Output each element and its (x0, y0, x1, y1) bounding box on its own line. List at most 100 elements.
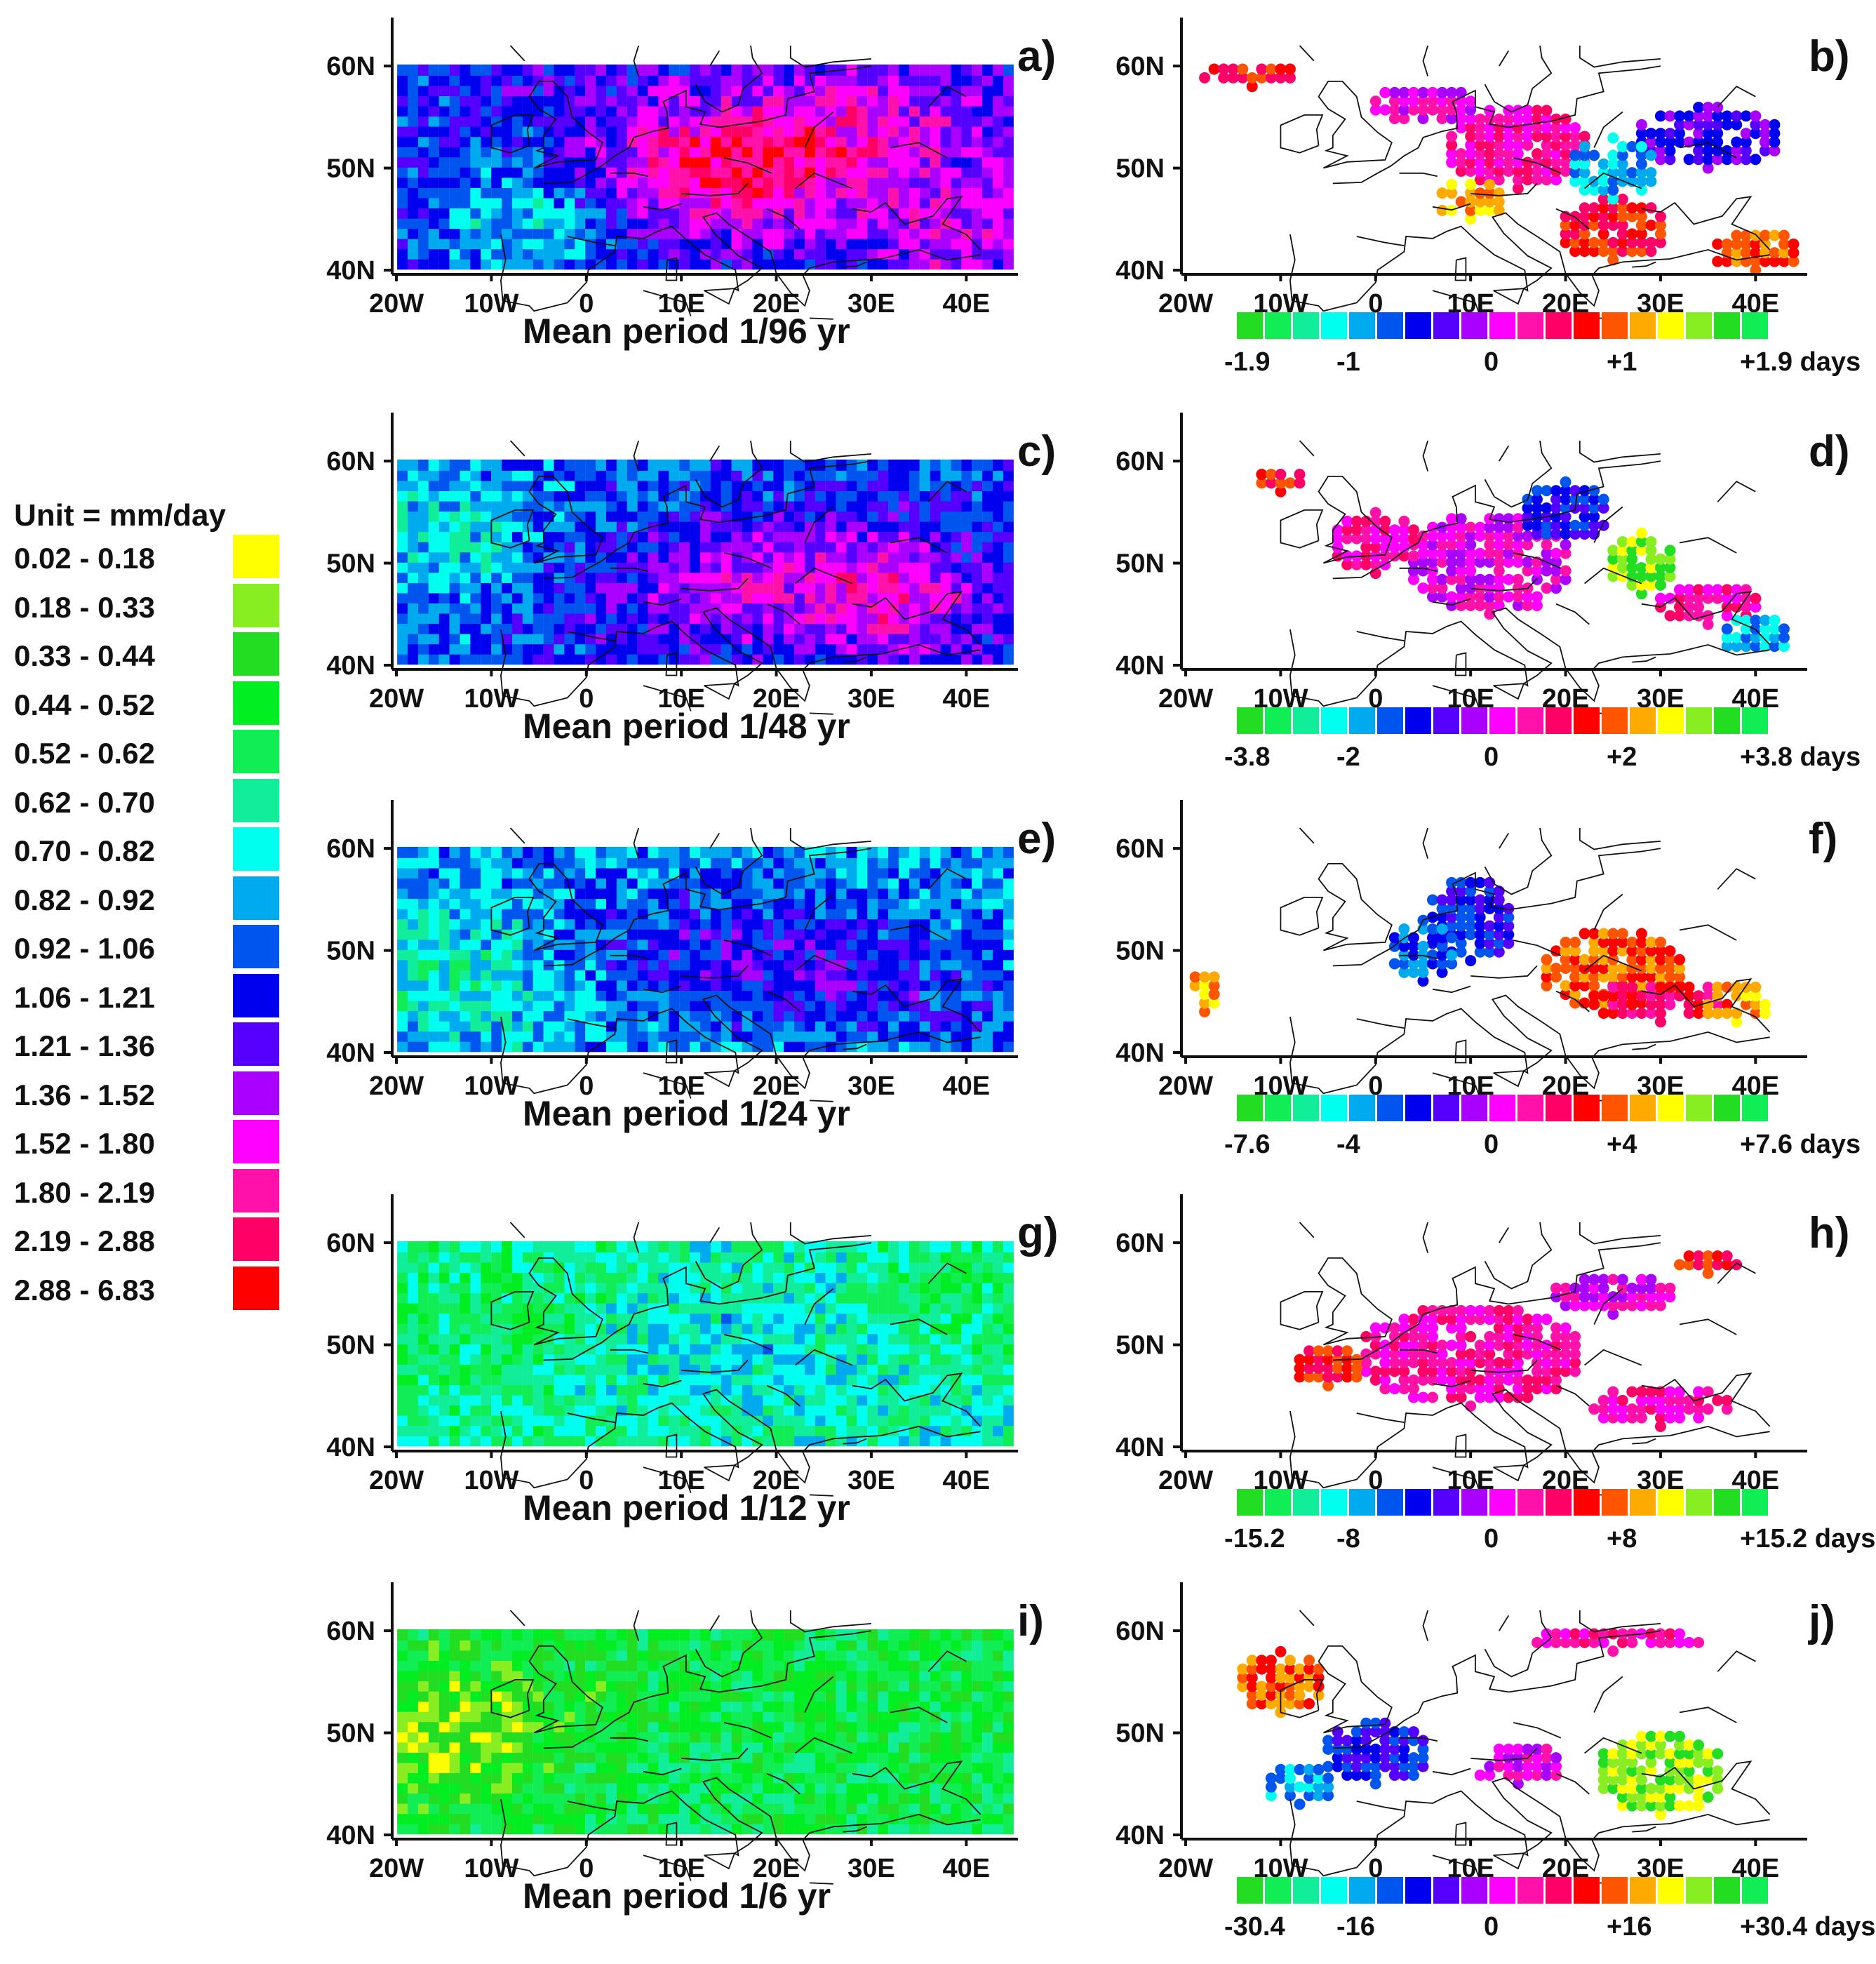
grid-cell (449, 989, 460, 1001)
grid-cell (481, 95, 492, 107)
grid-cell (502, 135, 513, 147)
grid-cell (648, 146, 659, 158)
grid-cell (846, 85, 857, 96)
grid-cell (690, 897, 701, 909)
grid-cell (449, 238, 460, 250)
grid-cell (961, 95, 972, 107)
grid-cell (815, 602, 826, 614)
grid-cell (857, 888, 868, 900)
grid-cell (919, 928, 930, 940)
grid-cell (481, 135, 492, 147)
grid-cell (731, 135, 742, 147)
grid-cell (460, 248, 471, 260)
grid-cell (804, 1374, 815, 1385)
grid-cell (992, 187, 1003, 199)
grid-cell (460, 500, 471, 512)
grid-cell (710, 633, 721, 645)
grid-cell (784, 958, 795, 970)
grid-cell (940, 1241, 951, 1252)
grid-cell (460, 857, 471, 869)
grid-cell (1003, 207, 1014, 219)
grid-cell (846, 530, 857, 542)
legend-swatch (233, 778, 279, 822)
grid-cell (397, 541, 408, 553)
grid-cell (417, 146, 429, 158)
grid-cell (491, 1251, 502, 1263)
grid-cell (564, 989, 575, 1001)
grid-cell (836, 258, 847, 270)
grid-cell (804, 176, 815, 188)
grid-cell (742, 469, 753, 481)
grid-cell (543, 207, 554, 219)
coastline (766, 603, 800, 625)
grid-cell (825, 928, 836, 940)
grid-cell (554, 1000, 565, 1012)
grid-cell (982, 613, 993, 624)
grid-cell (721, 1424, 732, 1436)
grid-cell (658, 187, 669, 199)
grid-cell (491, 1343, 502, 1355)
grid-cell (1003, 480, 1014, 491)
grid-cell (511, 248, 523, 260)
grid-cell (397, 1041, 408, 1053)
grid-cell (511, 1404, 523, 1416)
grid-cell (940, 1282, 951, 1294)
grid-cell (605, 1251, 617, 1263)
grid-cell (700, 146, 711, 158)
grid-cell (637, 530, 648, 542)
grid-cell (532, 1010, 544, 1022)
grid-cell (596, 1435, 607, 1447)
grid-cell (554, 969, 565, 981)
grid-cell (658, 643, 669, 655)
grid-cell (752, 156, 763, 168)
grid-cell (951, 1323, 962, 1335)
coastline (804, 111, 834, 148)
grid-cell (669, 653, 680, 665)
grid-cell (857, 980, 868, 991)
grid-cell (867, 480, 878, 491)
grid-cell (596, 1394, 607, 1406)
grid-cell (794, 115, 805, 127)
grid-cell (1003, 469, 1014, 481)
grid-cell (637, 1312, 648, 1324)
grid-cell (773, 1292, 784, 1304)
grid-cell (763, 653, 774, 665)
grid-cell (564, 64, 575, 76)
grid-cell (438, 227, 450, 239)
grid-cell (397, 1312, 408, 1324)
grid-cell (669, 918, 680, 930)
grid-cell (888, 1424, 899, 1436)
grid-cell (554, 238, 565, 250)
coastline (567, 631, 615, 641)
grid-cell (481, 846, 492, 858)
grid-cell (867, 1424, 878, 1436)
grid-cell (648, 1424, 659, 1436)
coastline (723, 552, 772, 569)
grid-cell (773, 521, 784, 533)
grid-cell (449, 1000, 460, 1012)
grid-cell (679, 1041, 690, 1053)
grid-cell (721, 602, 732, 614)
grid-cell (1003, 1241, 1014, 1252)
grid-cell (992, 877, 1003, 889)
grid-cell (804, 877, 815, 889)
grid-cell (784, 1323, 795, 1335)
grid-cell (773, 146, 784, 158)
grid-cell (846, 897, 857, 909)
grid-cell (470, 1435, 481, 1447)
grid-cell (511, 1332, 523, 1344)
grid-cell (428, 238, 439, 250)
grid-cell (940, 238, 951, 250)
grid-cell (616, 1282, 627, 1294)
grid-cell (532, 1415, 544, 1427)
grid-cell (742, 1282, 753, 1294)
grid-cell (867, 582, 878, 594)
grid-cell (992, 1262, 1003, 1273)
grid-cell (961, 1041, 972, 1053)
grid-cell (825, 949, 836, 961)
grid-cell (804, 1353, 815, 1365)
grid-cell (616, 551, 627, 563)
grid-cell (972, 918, 983, 930)
grid-cell (679, 1332, 690, 1344)
grid-cell (616, 500, 627, 512)
